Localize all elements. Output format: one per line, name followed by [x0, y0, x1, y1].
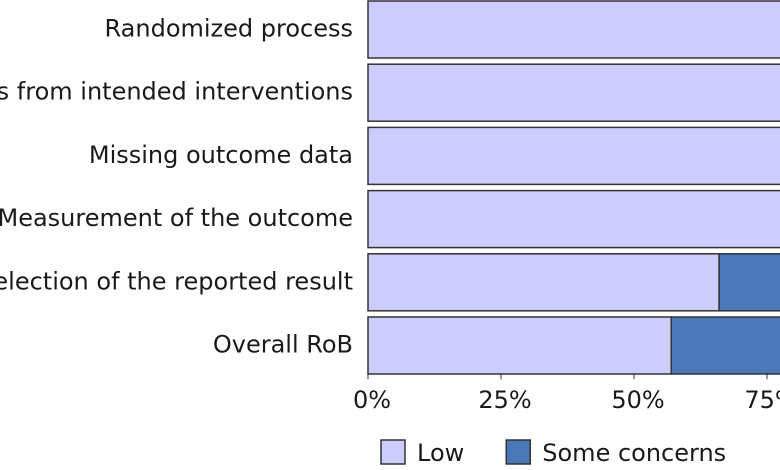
bar-segment [670, 316, 780, 375]
legend-label: Some concerns [542, 439, 726, 467]
bar-segment [367, 126, 780, 186]
y-tick-label: Randomized process [105, 15, 353, 43]
legend-label: Low [417, 439, 464, 467]
y-tick-label: Selection of the reported result [0, 267, 353, 295]
y-tick-label: Missing outcome data [89, 141, 353, 169]
x-tick-label: 50% [611, 386, 664, 414]
bar-segment [367, 189, 780, 249]
bar-segment [367, 0, 780, 59]
bar-segment [367, 253, 720, 312]
bar-segment [367, 63, 780, 122]
y-tick-label: Deviations from intended interventions [0, 78, 353, 106]
y-tick-label: Overall RoB [213, 331, 353, 359]
x-tick-label: 75% [744, 386, 780, 414]
legend-swatch [380, 439, 406, 465]
bar-segment [718, 253, 780, 312]
x-tick-label: 25% [478, 386, 531, 414]
bar-segment [367, 316, 672, 375]
y-tick-label: Measurement of the outcome [0, 204, 353, 232]
x-tick-label: 0% [353, 386, 391, 414]
legend-swatch [505, 439, 532, 465]
